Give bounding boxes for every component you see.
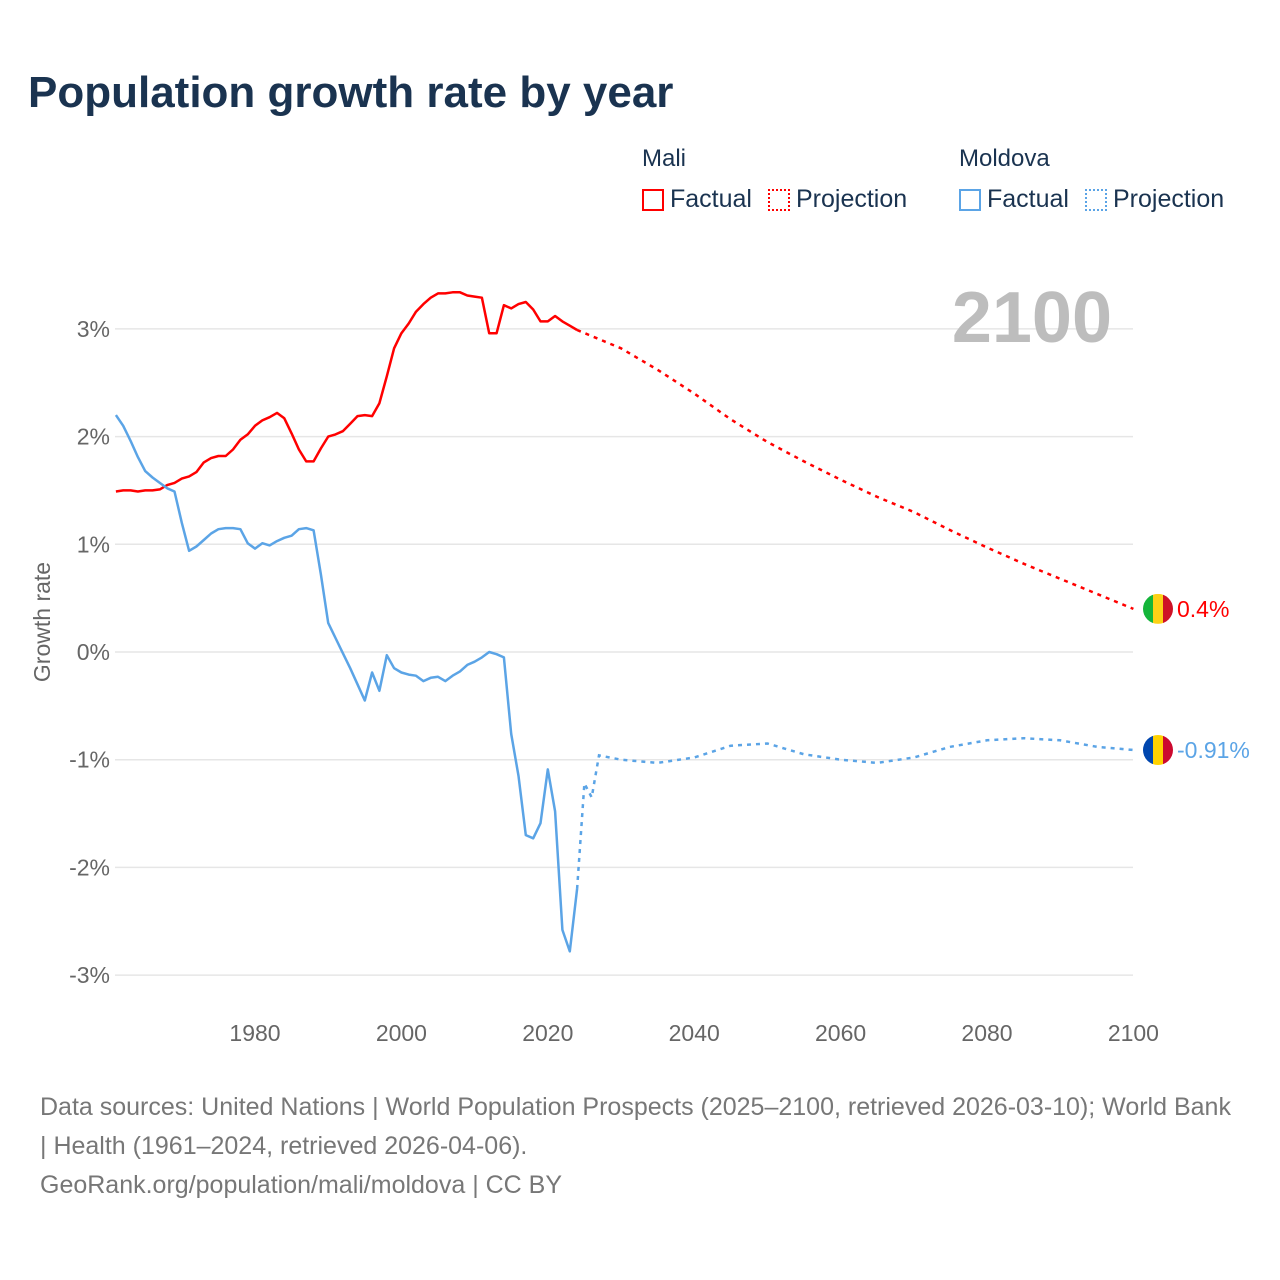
legend-item-mali-projection[interactable]: Projection — [767, 185, 908, 214]
legend-mali: Mali Factual Projection — [642, 145, 907, 214]
legend-swatch-solid — [642, 188, 664, 211]
y-axis-label: Growth rate — [29, 562, 55, 682]
legend-label: Factual — [987, 185, 1069, 213]
flag-stripe — [1163, 735, 1173, 766]
y-tick-label: -2% — [69, 854, 110, 880]
x-tick-label: 2000 — [376, 1020, 427, 1046]
y-tick-label: 0% — [77, 639, 110, 665]
y-tick-label: 2% — [77, 424, 110, 450]
flag-stripe — [1143, 593, 1153, 624]
flag-stripe — [1143, 735, 1153, 766]
y-tick-label: 3% — [77, 316, 110, 342]
footer: Data sources: United Nations | World Pop… — [40, 1088, 1240, 1205]
series-mali-projection — [576, 328, 1134, 611]
line-chart: 3% 2% 1% 0% -1% -2% -3% 1980 2000 2020 2040 2060 208… — [29, 278, 1250, 1046]
x-tick-label: 2040 — [669, 1020, 720, 1046]
x-tick-label: 1980 — [229, 1020, 280, 1046]
x-tick-label: 2080 — [961, 1020, 1012, 1046]
series-moldova-factual — [114, 414, 579, 953]
legend-item-mali-factual[interactable]: Factual — [642, 185, 752, 214]
y-tick-label: 1% — [77, 531, 110, 557]
data-sources: Data sources: United Nations | World Pop… — [40, 1093, 1231, 1160]
end-value-label: 0.4% — [1177, 596, 1229, 622]
legend-group-label: Moldova — [959, 145, 1050, 172]
series-moldova-projection — [575, 736, 1134, 889]
legend-swatch-dotted — [767, 188, 790, 211]
y-tick-label: -3% — [69, 962, 110, 988]
current-year-label: 2100 — [952, 278, 1112, 358]
y-tick-label: -1% — [69, 747, 110, 773]
flag-mali-icon — [1143, 593, 1173, 624]
legend-item-moldova-projection[interactable]: Projection — [1084, 185, 1225, 214]
legend-label: Projection — [795, 185, 908, 213]
legend-group-label: Mali — [642, 145, 687, 172]
flag-stripe — [1163, 593, 1173, 624]
legend-swatch-solid — [959, 188, 981, 211]
x-tick-label: 2020 — [522, 1020, 573, 1046]
legend-label: Projection — [1112, 185, 1225, 213]
flag-stripe — [1153, 735, 1163, 766]
legend-label: Factual — [670, 185, 752, 213]
legend-item-moldova-factual[interactable]: Factual — [959, 185, 1069, 214]
end-value-label: -0.91% — [1177, 737, 1250, 763]
x-tick-label: 2100 — [1108, 1020, 1159, 1046]
x-tick-label: 2060 — [815, 1020, 866, 1046]
chart-title: Population growth rate by year — [28, 68, 674, 117]
series-mali-factual — [115, 291, 578, 493]
flag-stripe — [1153, 593, 1163, 624]
legend-swatch-dotted — [1084, 188, 1107, 211]
credit-link[interactable]: GeoRank.org/population/mali/moldova | CC… — [40, 1171, 563, 1199]
legend-moldova: Moldova Factual Projection — [959, 145, 1224, 214]
flag-moldova-icon — [1143, 735, 1173, 766]
